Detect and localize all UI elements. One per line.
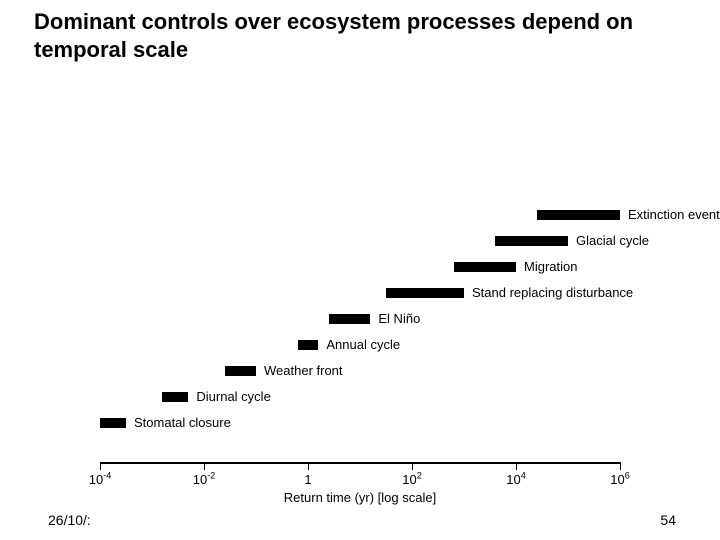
bar-label: Diurnal cycle: [196, 389, 270, 404]
bar-label: El Niño: [378, 311, 420, 326]
bar-label: Weather front: [264, 363, 343, 378]
x-axis-title: Return time (yr) [log scale]: [284, 490, 436, 505]
bar-label: Extinction event: [628, 207, 720, 222]
bar-weather-front: [225, 366, 256, 376]
bar-el-ni-o: [329, 314, 371, 324]
x-axis-tick: [204, 462, 205, 470]
bar-label: Stomatal closure: [134, 415, 231, 430]
x-axis-tick: [100, 462, 101, 470]
x-axis-tick-label: 10-2: [193, 472, 216, 487]
bar-stand-replacing-disturbance: [386, 288, 464, 298]
x-axis-tick-label: 1: [304, 472, 311, 487]
bar-extinction-event: [537, 210, 620, 220]
slide-title: Dominant controls over ecosystem process…: [34, 8, 684, 63]
x-axis-tick-label: 10-4: [89, 472, 112, 487]
bar-glacial-cycle: [495, 236, 568, 246]
x-axis-tick-label: 104: [506, 472, 526, 487]
bar-migration: [454, 262, 516, 272]
slide: Dominant controls over ecosystem process…: [0, 0, 720, 540]
bar-stomatal-closure: [100, 418, 126, 428]
x-axis-tick: [516, 462, 517, 470]
timescale-chart: Extinction eventGlacial cycleMigrationSt…: [100, 210, 620, 500]
x-axis-line: [100, 462, 620, 464]
bar-label: Migration: [524, 259, 577, 274]
x-axis-tick: [412, 462, 413, 470]
bar-label: Glacial cycle: [576, 233, 649, 248]
x-axis-tick-label: 102: [402, 472, 422, 487]
bar-annual-cycle: [298, 340, 319, 350]
x-axis-tick: [308, 462, 309, 470]
footer-page-number: 54: [660, 512, 676, 528]
bar-label: Stand replacing disturbance: [472, 285, 633, 300]
bar-label: Annual cycle: [326, 337, 400, 352]
footer-date: 26/10/:: [48, 512, 91, 528]
x-axis-tick-label: 106: [610, 472, 630, 487]
x-axis-tick: [620, 462, 621, 470]
bar-diurnal-cycle: [162, 392, 188, 402]
